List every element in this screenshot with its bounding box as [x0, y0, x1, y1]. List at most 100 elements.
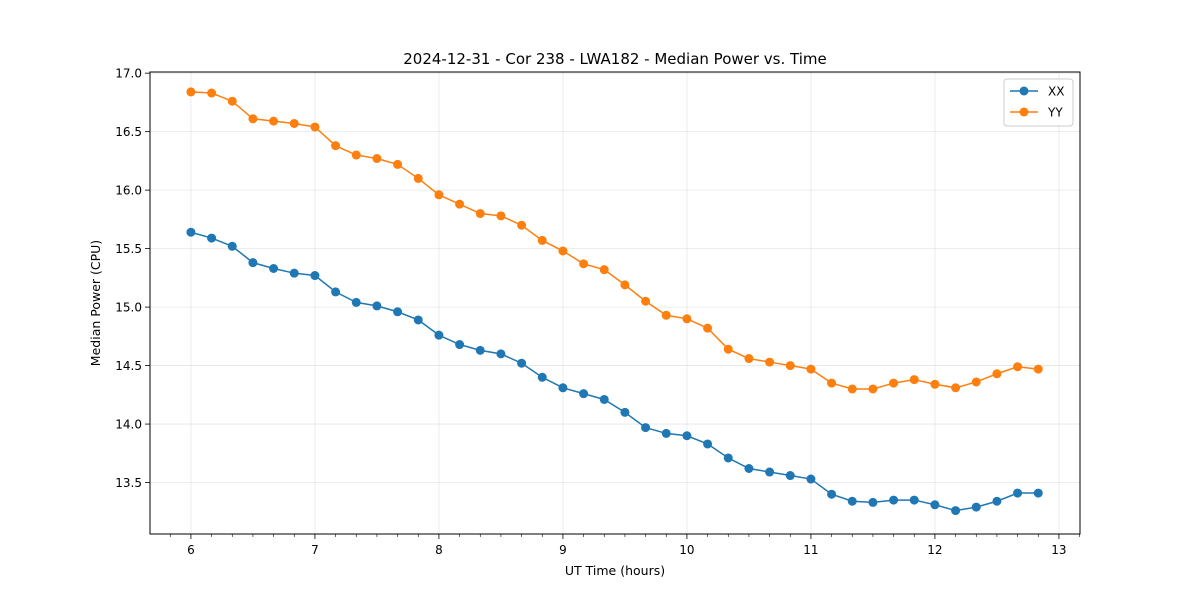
y-tick-label: 16.5 [115, 125, 142, 139]
data-point-xx[interactable] [806, 474, 816, 484]
x-tick-label: 9 [559, 543, 567, 557]
data-point-xx[interactable] [517, 358, 527, 368]
data-point-yy[interactable] [372, 154, 382, 164]
data-point-xx[interactable] [971, 502, 981, 512]
data-point-xx[interactable] [909, 495, 919, 505]
data-point-yy[interactable] [475, 209, 485, 219]
data-point-xx[interactable] [930, 500, 940, 510]
data-point-xx[interactable] [661, 428, 671, 438]
data-point-xx[interactable] [475, 345, 485, 355]
data-point-xx[interactable] [496, 349, 506, 359]
data-point-yy[interactable] [703, 323, 713, 333]
ticks: 6 7 8 9 10 11 12 13 13.5 14.0 14.5 15.0 15.5 16.0 16.5… [115, 67, 1080, 557]
data-point-xx[interactable] [351, 297, 361, 307]
data-point-yy[interactable] [207, 88, 217, 98]
data-point-yy[interactable] [1013, 362, 1023, 372]
data-point-xx[interactable] [537, 372, 547, 382]
data-point-xx[interactable] [393, 307, 403, 317]
data-point-yy[interactable] [723, 344, 733, 354]
data-point-yy[interactable] [785, 361, 795, 371]
data-point-yy[interactable] [227, 96, 237, 106]
data-point-xx[interactable] [310, 271, 320, 281]
data-point-yy[interactable] [331, 141, 341, 151]
data-point-yy[interactable] [537, 235, 547, 245]
data-point-yy[interactable] [868, 384, 878, 394]
data-point-yy[interactable] [806, 364, 816, 374]
data-point-yy[interactable] [269, 116, 279, 126]
data-point-xx[interactable] [847, 496, 857, 506]
data-point-yy[interactable] [641, 296, 651, 306]
data-point-xx[interactable] [269, 263, 279, 273]
data-point-xx[interactable] [434, 330, 444, 340]
data-point-xx[interactable] [682, 431, 692, 441]
data-point-yy[interactable] [248, 114, 258, 124]
data-point-yy[interactable] [393, 159, 403, 169]
data-point-xx[interactable] [951, 506, 961, 516]
y-tick-label: 17.0 [115, 67, 142, 81]
data-point-xx[interactable] [744, 464, 754, 474]
data-point-yy[interactable] [620, 280, 630, 290]
data-point-xx[interactable] [413, 315, 423, 325]
data-point-xx[interactable] [599, 394, 609, 404]
chart-title: 2024-12-31 - Cor 238 - LWA182 - Median P… [403, 50, 827, 68]
data-point-xx[interactable] [641, 423, 651, 433]
data-point-xx[interactable] [227, 241, 237, 251]
data-point-yy[interactable] [289, 118, 299, 128]
data-point-yy[interactable] [992, 369, 1002, 379]
data-point-yy[interactable] [971, 377, 981, 387]
data-point-xx[interactable] [765, 467, 775, 477]
data-point-yy[interactable] [765, 357, 775, 367]
x-tick-label: 11 [803, 543, 818, 557]
data-point-xx[interactable] [1033, 488, 1043, 498]
data-point-xx[interactable] [827, 489, 837, 499]
legend[interactable]: XX YY [1003, 78, 1074, 127]
data-point-yy[interactable] [661, 310, 671, 320]
legend-label-xx[interactable]: XX [1048, 85, 1064, 99]
data-point-xx[interactable] [248, 258, 258, 268]
data-point-yy[interactable] [186, 87, 196, 97]
data-point-yy[interactable] [455, 199, 465, 209]
grid [150, 72, 1080, 534]
data-point-xx[interactable] [372, 301, 382, 311]
data-point-yy[interactable] [599, 265, 609, 275]
data-point-xx[interactable] [186, 227, 196, 237]
data-point-xx[interactable] [868, 497, 878, 507]
data-point-yy[interactable] [558, 246, 568, 256]
data-point-xx[interactable] [558, 383, 568, 393]
data-point-xx[interactable] [785, 471, 795, 481]
data-point-yy[interactable] [579, 259, 589, 269]
axes-frame [149, 71, 1081, 535]
data-point-yy[interactable] [517, 220, 527, 230]
y-tick-label: 15.0 [115, 301, 142, 315]
data-point-xx[interactable] [207, 233, 217, 243]
data-point-xx[interactable] [723, 453, 733, 463]
data-point-xx[interactable] [992, 496, 1002, 506]
data-point-yy[interactable] [909, 375, 919, 385]
data-point-xx[interactable] [579, 389, 589, 399]
data-point-yy[interactable] [827, 378, 837, 388]
data-point-xx[interactable] [455, 340, 465, 350]
data-point-yy[interactable] [744, 354, 754, 364]
series-yy [186, 87, 1043, 394]
data-point-yy[interactable] [951, 383, 961, 393]
data-point-xx[interactable] [620, 407, 630, 417]
data-point-yy[interactable] [310, 122, 320, 132]
legend-label-yy[interactable]: YY [1047, 106, 1063, 120]
data-point-yy[interactable] [351, 150, 361, 160]
data-point-yy[interactable] [847, 384, 857, 394]
data-point-xx[interactable] [889, 495, 899, 505]
y-tick-label: 15.5 [115, 242, 142, 256]
data-point-yy[interactable] [889, 378, 899, 388]
y-tick-label: 16.0 [115, 184, 142, 198]
data-point-yy[interactable] [1033, 364, 1043, 374]
data-point-xx[interactable] [289, 268, 299, 278]
data-point-xx[interactable] [1013, 488, 1023, 498]
data-point-yy[interactable] [434, 190, 444, 200]
data-point-yy[interactable] [496, 211, 506, 221]
data-point-xx[interactable] [703, 439, 713, 449]
data-point-xx[interactable] [331, 287, 341, 297]
data-point-yy[interactable] [682, 314, 692, 324]
data-point-yy[interactable] [413, 173, 423, 183]
data-point-yy[interactable] [930, 379, 940, 389]
